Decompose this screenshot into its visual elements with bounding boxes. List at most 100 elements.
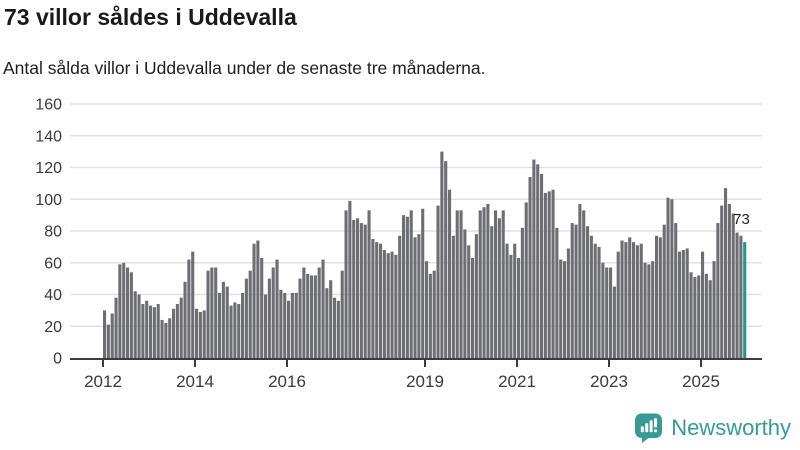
bar (589, 235, 593, 358)
bar (325, 288, 329, 358)
x-axis-tick-label: 2016 (268, 372, 306, 391)
bar (455, 210, 459, 358)
bar (348, 200, 352, 358)
bar (712, 261, 716, 358)
x-axis-tick-label: 2012 (84, 372, 122, 391)
bar (612, 286, 616, 358)
bar (313, 275, 317, 358)
bar (141, 304, 145, 358)
bar (264, 294, 268, 358)
bar (681, 250, 685, 358)
bar (133, 291, 137, 358)
y-axis-tick-label: 120 (35, 160, 62, 177)
bar (528, 177, 532, 358)
bar (149, 305, 153, 358)
bar (471, 257, 475, 358)
bar (382, 250, 386, 358)
bar (252, 243, 256, 358)
bar (275, 259, 279, 358)
bar (248, 270, 252, 358)
bar (532, 159, 536, 358)
bar (340, 270, 344, 358)
bar (639, 243, 643, 358)
y-axis-tick-label: 160 (35, 97, 62, 114)
x-axis-tick-label: 2019 (406, 372, 444, 391)
bar (221, 281, 225, 358)
x-axis-tick-label: 2025 (682, 372, 720, 391)
bar (624, 242, 628, 358)
bar (156, 304, 160, 358)
bar (271, 267, 275, 358)
bar (103, 310, 107, 359)
bar (279, 289, 283, 358)
bar (559, 259, 563, 358)
bar (321, 259, 325, 358)
bar (179, 297, 183, 358)
bar (708, 280, 712, 358)
bar (152, 307, 156, 358)
bar (666, 197, 670, 358)
bar (218, 292, 222, 358)
bar (486, 204, 490, 358)
y-axis-tick-label: 80 (44, 224, 62, 241)
bar (405, 216, 409, 358)
bar (363, 224, 367, 358)
bar (126, 267, 130, 358)
bar (114, 297, 118, 358)
bar (597, 246, 601, 359)
bar (122, 262, 126, 358)
bar (543, 192, 547, 358)
x-axis-tick-label: 2014 (176, 372, 214, 391)
bar (214, 267, 218, 358)
bar (356, 218, 360, 358)
y-axis-tick-label: 140 (35, 128, 62, 145)
bar (287, 300, 291, 358)
bar (237, 304, 241, 358)
bar (678, 251, 682, 358)
bar (260, 257, 264, 358)
bar (256, 240, 260, 358)
bar (482, 207, 486, 358)
bar (317, 267, 321, 358)
chart-title: 73 villor såldes i Uddevalla (4, 4, 297, 30)
bar (520, 227, 524, 358)
bar (310, 275, 314, 358)
newsworthy-logo-icon (635, 413, 663, 443)
bar (267, 278, 271, 359)
bar (283, 292, 287, 358)
bar (497, 218, 501, 358)
x-axis-tick-label: 2021 (498, 372, 536, 391)
bar (175, 304, 179, 358)
bar (229, 305, 233, 358)
bar (490, 226, 494, 358)
bar (601, 262, 605, 358)
bar (540, 173, 544, 358)
bar (160, 319, 164, 358)
bar (241, 292, 245, 358)
bar (233, 302, 237, 358)
bar (735, 232, 739, 358)
bar (448, 189, 452, 358)
bar (118, 264, 122, 358)
bar (436, 205, 440, 358)
bar (451, 235, 455, 358)
bar (670, 199, 674, 358)
bar (551, 189, 555, 358)
bar (386, 253, 390, 358)
x-axis-tick-label: 2023 (590, 372, 628, 391)
bar (563, 261, 567, 358)
bar (662, 224, 666, 358)
bar (689, 272, 693, 358)
bar (536, 164, 540, 358)
bar (428, 273, 432, 358)
bar (704, 273, 708, 358)
bar (620, 240, 624, 358)
bar (517, 257, 521, 358)
bar (605, 267, 609, 358)
bar (616, 251, 620, 358)
bar (129, 272, 133, 358)
bar (655, 235, 659, 358)
bar (582, 210, 586, 358)
bar (244, 278, 248, 359)
